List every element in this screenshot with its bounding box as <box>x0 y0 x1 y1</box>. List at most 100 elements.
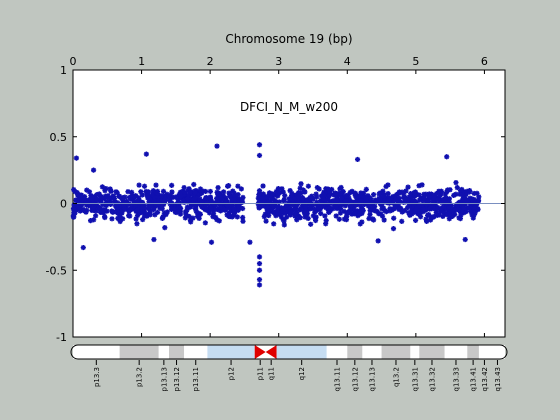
x-axis: 0 1 2 3 4 5 6 <box>70 55 488 337</box>
data-point <box>113 189 119 195</box>
data-point <box>408 209 414 215</box>
data-point <box>465 198 471 205</box>
band-p11 <box>254 345 266 359</box>
data-point <box>293 203 299 209</box>
band-q13.32 <box>419 345 445 359</box>
data-point <box>98 209 104 215</box>
data-point <box>367 211 373 218</box>
data-point <box>210 210 217 216</box>
data-point <box>286 205 293 211</box>
data-point <box>314 202 321 209</box>
data-point <box>104 208 110 214</box>
data-point <box>151 236 157 243</box>
data-point <box>364 199 370 205</box>
data-point <box>208 205 215 211</box>
data-point <box>292 211 298 217</box>
data-point <box>212 214 219 220</box>
data-point <box>344 213 350 219</box>
data-point <box>298 181 304 187</box>
data-point <box>440 213 446 220</box>
data-point <box>75 203 81 209</box>
data-point <box>467 195 473 201</box>
data-point <box>325 186 332 193</box>
data-point <box>148 203 154 209</box>
data-point <box>112 203 119 209</box>
data-point <box>239 199 246 205</box>
data-point <box>300 200 307 206</box>
band-label: q13.32 <box>428 367 436 391</box>
data-point <box>287 212 294 218</box>
data-point <box>396 204 402 210</box>
data-point <box>135 198 141 204</box>
data-point <box>338 195 345 201</box>
data-point <box>228 196 235 202</box>
data-point <box>91 217 97 223</box>
data-point <box>89 204 95 211</box>
data-point <box>304 199 310 205</box>
data-point <box>256 260 263 267</box>
data-point <box>133 216 139 222</box>
data-point <box>224 212 230 218</box>
data-point <box>446 211 453 217</box>
data-point <box>275 192 281 198</box>
data-point <box>434 204 441 210</box>
data-point <box>378 201 384 207</box>
x-tick-label: 3 <box>275 55 282 68</box>
data-point <box>396 206 402 213</box>
data-point <box>240 218 246 224</box>
data-point <box>217 208 224 214</box>
x-tick-label: 4 <box>344 55 351 68</box>
data-point <box>134 221 140 227</box>
data-point <box>158 204 165 210</box>
data-point <box>399 209 405 215</box>
data-point <box>325 197 331 203</box>
data-point <box>234 214 240 220</box>
data-point <box>149 197 156 203</box>
data-point <box>151 194 158 200</box>
data-point <box>75 192 81 198</box>
data-point <box>120 207 127 213</box>
data-point <box>125 189 131 195</box>
band-label: p13.11 <box>192 367 200 391</box>
data-point <box>358 190 364 196</box>
data-point <box>239 205 246 212</box>
data-point <box>121 202 127 208</box>
data-point <box>269 191 275 197</box>
band-q12 <box>276 345 327 359</box>
data-point <box>437 192 443 198</box>
data-point <box>442 191 448 197</box>
data-point <box>116 204 122 210</box>
band-q13.33 <box>444 345 468 359</box>
band-label: q13.42 <box>481 367 489 391</box>
data-point <box>146 205 152 211</box>
data-point <box>352 190 358 196</box>
data-point <box>372 208 378 214</box>
data-point <box>130 195 137 201</box>
data-point <box>350 206 356 212</box>
data-point <box>143 151 149 157</box>
data-point <box>476 194 482 200</box>
data-point <box>154 209 161 215</box>
data-point <box>116 193 123 199</box>
data-point <box>267 198 273 204</box>
data-point <box>221 207 228 213</box>
band-p13.13 <box>158 345 169 359</box>
data-point <box>256 192 262 198</box>
data-point <box>231 205 237 211</box>
data-point <box>359 206 365 212</box>
data-point <box>444 212 450 218</box>
band-label: q13.31 <box>411 367 419 391</box>
data-point <box>141 183 148 189</box>
data-point <box>392 203 398 209</box>
data-point <box>457 187 464 194</box>
data-point <box>193 205 199 211</box>
band-label: q13.41 <box>470 367 478 391</box>
data-point <box>132 193 138 199</box>
data-point <box>378 194 384 200</box>
data-point <box>385 182 391 188</box>
data-point <box>89 194 95 201</box>
data-point <box>162 225 168 231</box>
data-point <box>293 196 299 202</box>
data-point <box>297 190 304 197</box>
data-point <box>276 190 282 196</box>
